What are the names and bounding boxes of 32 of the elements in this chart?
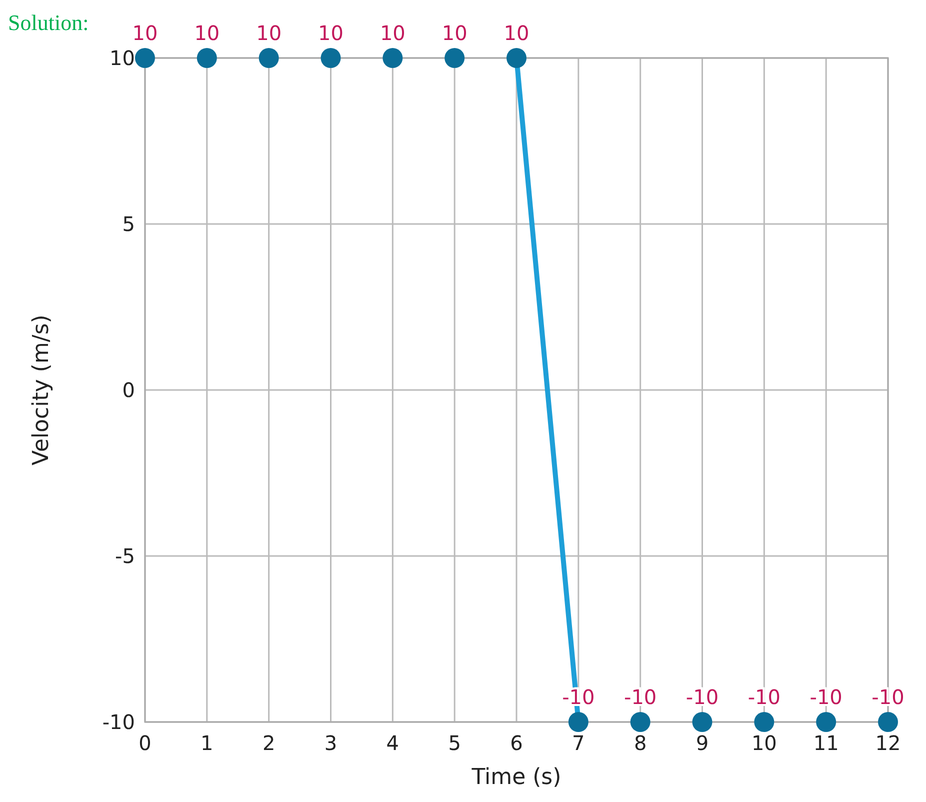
data-label: 10 (256, 21, 282, 45)
y-tick-label: -5 (115, 544, 135, 568)
x-tick-label: 7 (572, 731, 585, 755)
y-axis-title: Velocity (m/s) (29, 314, 54, 466)
y-tick-label: 10 (110, 46, 135, 70)
x-tick-label: 10 (751, 731, 777, 755)
x-tick-label: 11 (813, 731, 839, 755)
data-label: -10 (810, 685, 842, 709)
x-axis-title: Time (s) (470, 765, 562, 790)
x-tick-label: 5 (448, 731, 461, 755)
data-label: -10 (748, 685, 781, 709)
y-tick-label: 5 (122, 212, 135, 236)
x-tick-label: 8 (634, 731, 647, 755)
x-tick-label: 0 (138, 731, 152, 755)
x-tick-label: 9 (696, 731, 709, 755)
data-label: 10 (442, 21, 468, 45)
chart-title: Solution: (8, 10, 89, 35)
data-label: -10 (686, 685, 719, 709)
data-label: 10 (504, 21, 530, 45)
data-label: 10 (194, 21, 220, 45)
data-label: 10 (380, 21, 406, 45)
data-label: 10 (318, 21, 344, 45)
y-tick-label: 0 (122, 378, 135, 402)
x-tick-label: 2 (262, 731, 276, 755)
y-tick-label: -10 (102, 710, 135, 734)
x-tick-label: 3 (324, 731, 338, 755)
x-tick-label: 1 (200, 731, 214, 755)
x-tick-label: 6 (510, 731, 523, 755)
data-label: -10 (624, 685, 657, 709)
x-tick-label: 4 (386, 731, 400, 755)
data-label: -10 (872, 685, 904, 709)
x-tick-label: 12 (875, 731, 901, 755)
